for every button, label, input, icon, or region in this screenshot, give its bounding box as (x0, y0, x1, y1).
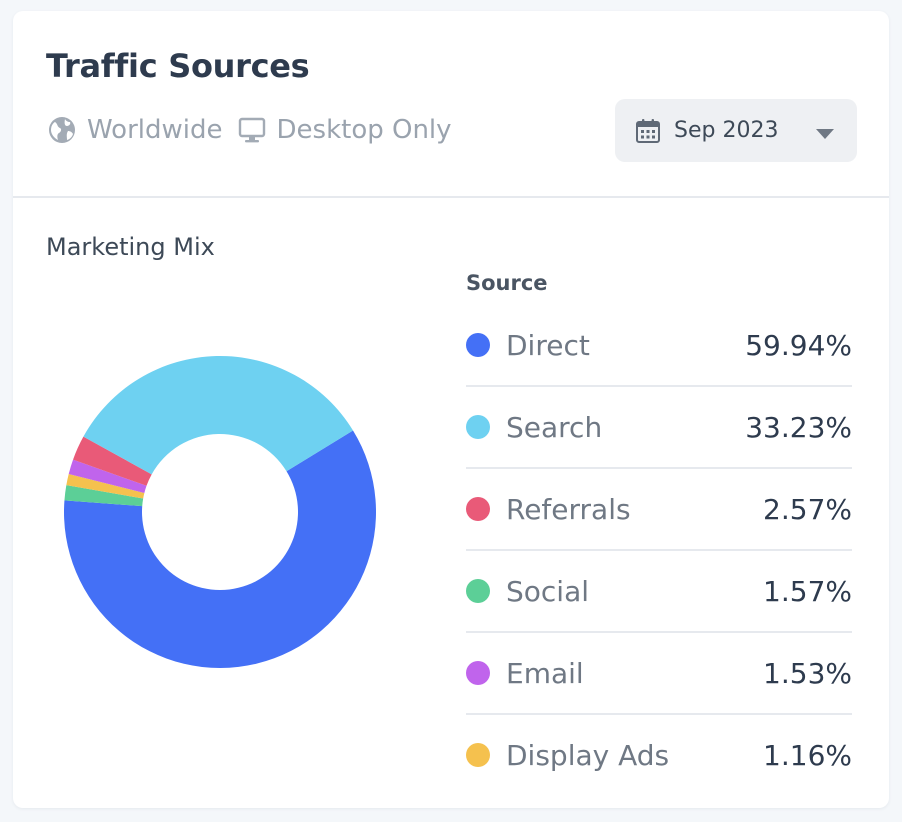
traffic-sources-card: Traffic Sources Worldwide Desktop Only (13, 11, 889, 808)
legend-dot (466, 333, 490, 357)
legend-item-search: Search 33.23% (466, 387, 852, 469)
legend-label: Social (506, 574, 590, 608)
filter-bar: Worldwide Desktop Only (47, 115, 466, 145)
legend-value: 1.53% (763, 656, 852, 690)
filter-desktop-only[interactable]: Desktop Only (237, 115, 452, 145)
donut-slice-direct[interactable] (64, 430, 377, 668)
legend-dot (466, 497, 490, 521)
donut-slice-email[interactable] (68, 459, 147, 493)
donut-chart (64, 356, 377, 668)
legend-item-direct: Direct 59.94% (466, 305, 852, 387)
filter-worldwide[interactable]: Worldwide (47, 115, 223, 145)
legend-label: Display Ads (506, 738, 670, 772)
card-title: Traffic Sources (46, 47, 310, 85)
donut-slice-display-ads[interactable] (66, 473, 145, 499)
legend-value: 1.16% (763, 738, 852, 772)
globe-icon (49, 117, 75, 143)
legend: Source Direct 59.94% Search 33.23% Referrals… (466, 269, 852, 795)
legend-label: Email (506, 656, 584, 690)
filter-worldwide-label: Worldwide (87, 115, 223, 145)
legend-value: 2.57% (763, 492, 852, 526)
monitor-icon (238, 117, 265, 143)
legend-item-display-ads: Display Ads 1.16% (466, 715, 852, 795)
date-picker-label: Sep 2023 (674, 118, 779, 143)
legend-label: Direct (506, 328, 590, 362)
legend-item-social: Social 1.57% (466, 551, 852, 633)
legend-value: 33.23% (745, 410, 852, 444)
legend-dot (466, 661, 490, 685)
legend-dot (466, 579, 490, 603)
legend-item-referrals: Referrals 2.57% (466, 469, 852, 551)
legend-dot (466, 415, 490, 439)
legend-header: Source (466, 271, 548, 295)
legend-value: 1.57% (763, 574, 852, 608)
chevron-down-icon (815, 125, 835, 144)
date-picker[interactable]: Sep 2023 (615, 99, 857, 162)
calendar-icon (634, 117, 662, 145)
legend-dot (466, 743, 490, 767)
legend-label: Referrals (506, 492, 631, 526)
legend-value: 59.94% (745, 328, 852, 362)
legend-rows: Direct 59.94% Search 33.23% Referrals 2.57% So… (466, 305, 852, 795)
section-title: Marketing Mix (46, 233, 215, 261)
card-header: Traffic Sources Worldwide Desktop Only (13, 11, 889, 198)
donut-slice-social[interactable] (64, 485, 144, 507)
filter-desktop-only-label: Desktop Only (276, 115, 452, 145)
legend-item-email: Email 1.53% (466, 633, 852, 715)
donut-slice-referrals[interactable] (73, 436, 152, 486)
donut-slice-search[interactable] (83, 356, 354, 475)
legend-label: Search (506, 410, 603, 444)
